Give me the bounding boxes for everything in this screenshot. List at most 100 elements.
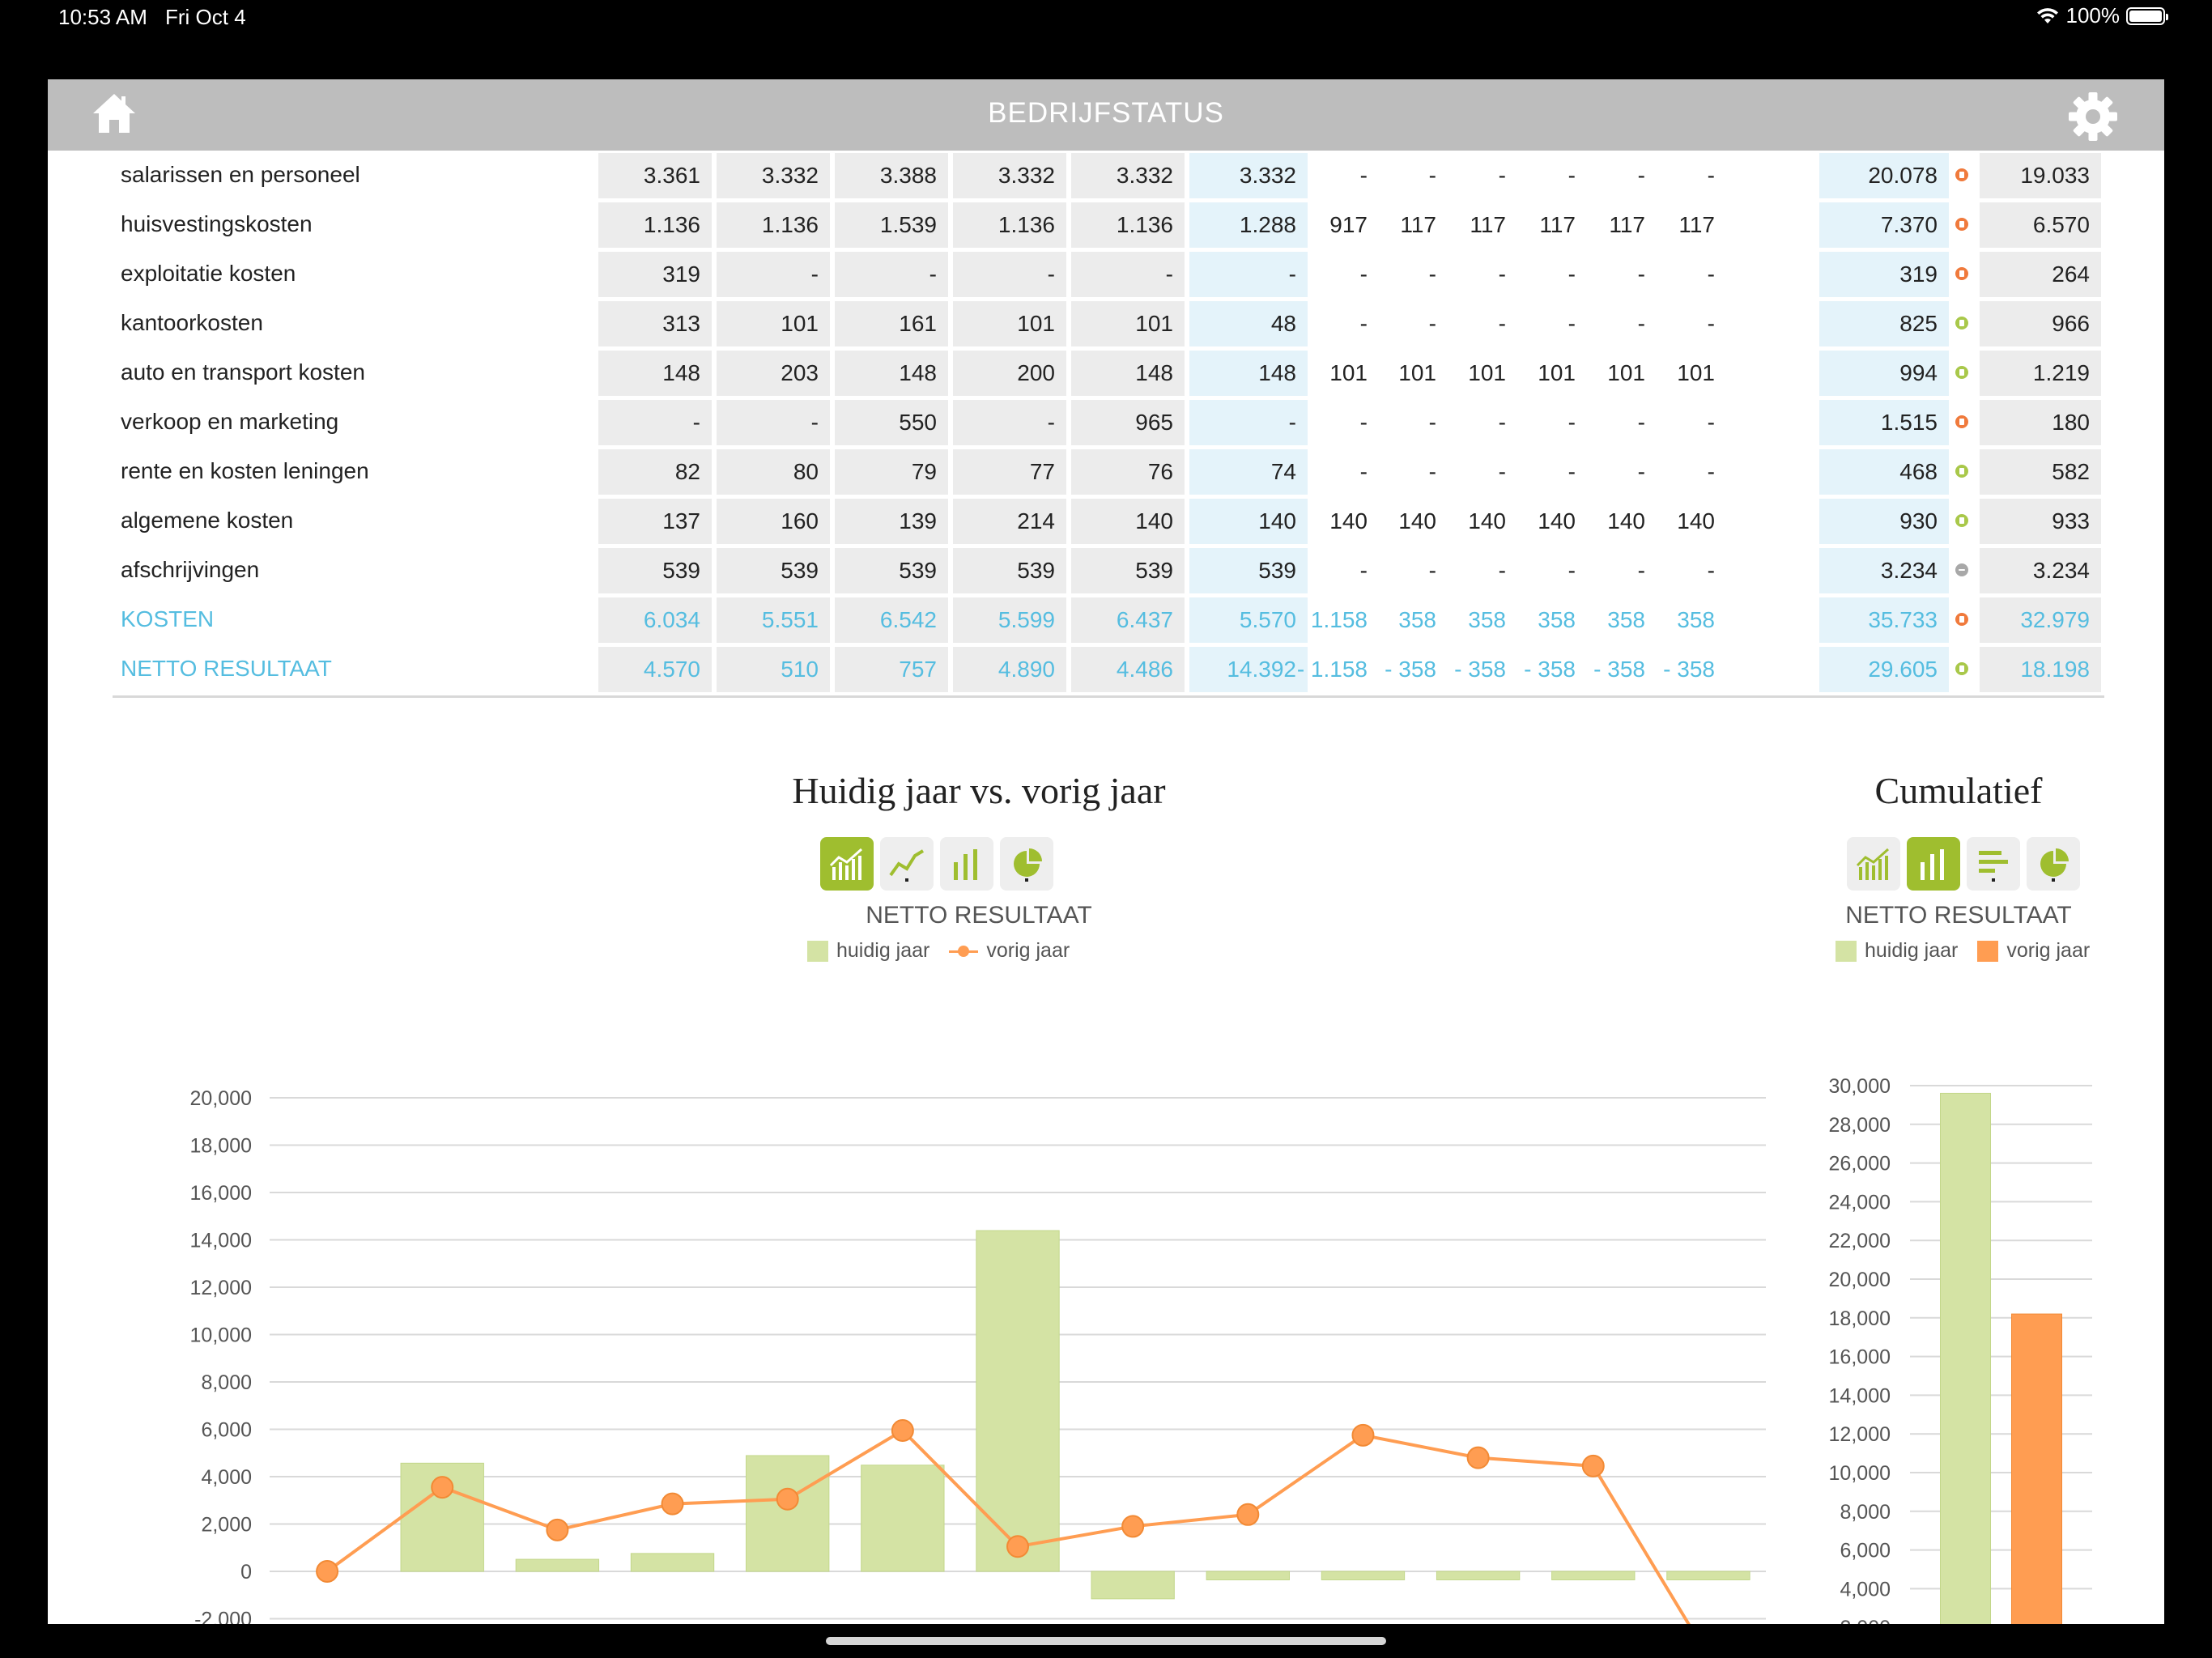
point-vorig-jaar: [1236, 1503, 1260, 1526]
horizontal-bar-button[interactable]: [1967, 837, 2020, 891]
y-tick-label: 20,000: [190, 1087, 252, 1110]
point-vorig-jaar: [1006, 1535, 1029, 1558]
forecast-value-cell: - 358: [1593, 657, 1645, 682]
y-tick-label: 8,000: [1840, 1501, 1891, 1524]
forecast-value-cell: -: [1707, 163, 1715, 188]
trend-down-icon: [1955, 317, 1968, 329]
month-value-cell: 4.890: [953, 647, 1066, 692]
total-value-cell: 319: [1819, 252, 1949, 297]
table-row[interactable]: auto en transport kosten 148 203 148 200 148 1…: [48, 348, 2164, 397]
month-value-cell: 140: [1189, 499, 1308, 544]
forecast-value-cell: -: [1359, 163, 1368, 188]
bar-huidig-jaar: [1666, 1571, 1750, 1580]
bar-huidig-jaar: [1321, 1571, 1406, 1580]
month-value-cell: 76: [1071, 449, 1185, 495]
forecast-value-cell: - 358: [1454, 657, 1506, 682]
table-row[interactable]: rente en kosten leningen 82 80 79 77 76 74 - - - -…: [48, 447, 2164, 496]
total-value-cell: 825: [1819, 301, 1949, 346]
month-value-cell: 101: [953, 301, 1066, 346]
forecast-value-cell: -: [1568, 558, 1576, 583]
table-row[interactable]: NETTO RESULTAAT 4.570 510 757 4.890 4.486 14.3…: [48, 644, 2164, 694]
cumulative-chart-plot: 02,0004,0006,0008,00010,00012,00014,0001…: [1829, 1075, 2092, 1624]
previous-year-value-cell: 933: [1980, 499, 2101, 544]
forecast-value-cell: -: [1637, 459, 1645, 484]
forecast-value-cell: 101: [1677, 360, 1715, 385]
line-chart-icon: [889, 849, 925, 882]
month-value-cell: 3.388: [835, 153, 948, 198]
month-value-cell: 539: [953, 548, 1066, 593]
forecast-value-cell: 117: [1609, 212, 1645, 237]
home-icon[interactable]: [90, 91, 138, 136]
legend-item-current[interactable]: huidig jaar: [1836, 939, 1958, 963]
y-tick-label: 30,000: [1829, 1075, 1891, 1098]
y-tick-label: 16,000: [190, 1182, 252, 1205]
legend-item-previous[interactable]: vorig jaar: [949, 939, 1070, 963]
forecast-value-cell: 140: [1329, 508, 1368, 534]
row-label: rente en kosten leningen: [121, 458, 369, 483]
month-value-cell: 148: [598, 351, 712, 396]
line-chart-button[interactable]: [880, 837, 934, 891]
combo-chart-button[interactable]: [1847, 837, 1900, 891]
table-row[interactable]: huisvestingskosten 1.136 1.136 1.539 1.136 1.…: [48, 200, 2164, 249]
forecast-value-cell: -: [1428, 558, 1436, 583]
row-label: KOSTEN: [121, 606, 215, 631]
table-row[interactable]: afschrijvingen 539 539 539 539 539 539- - - - - -3.…: [48, 546, 2164, 595]
legend-label-previous: vorig jaar: [2006, 939, 2091, 962]
y-tick-label: 12,000: [1829, 1423, 1891, 1446]
forecast-value-cell: -: [1428, 311, 1436, 336]
month-value-cell: 160: [717, 499, 830, 544]
table-row[interactable]: algemene kosten 137 160 139 214 140 140 140 140 1…: [48, 496, 2164, 546]
forecast-value-cell: -: [1498, 558, 1506, 583]
gear-icon[interactable]: [2067, 91, 2119, 142]
legend-swatch-previous: [949, 941, 979, 962]
forecast-value-cell: -: [1707, 459, 1715, 484]
total-value-cell: 994: [1819, 351, 1949, 396]
previous-year-value-cell: 18.198: [1980, 647, 2101, 692]
pie-chart-button[interactable]: [2027, 837, 2080, 891]
row-label: exploitatie kosten: [121, 261, 296, 286]
forecast-value-cell: -: [1359, 261, 1368, 287]
legend-label-current: huidig jaar: [1865, 939, 1959, 962]
legend-item-previous[interactable]: vorig jaar: [1977, 939, 2090, 963]
forecast-value-cell: -: [1498, 459, 1506, 484]
month-value-cell: 539: [717, 548, 830, 593]
forecast-value-cell: 358: [1398, 607, 1436, 632]
y-tick-label: 18,000: [190, 1135, 252, 1158]
month-value-cell: 6.034: [598, 597, 712, 643]
table-row[interactable]: verkoop en marketing - -550-965- - - - - - -1.51…: [48, 397, 2164, 447]
battery-icon: [2126, 6, 2168, 25]
month-value-cell: -: [717, 252, 830, 297]
previous-year-value-cell: 32.979: [1980, 597, 2101, 643]
y-tick-label: 14,000: [190, 1230, 252, 1252]
combo-chart-button[interactable]: [820, 837, 874, 891]
previous-year-value-cell: 1.219: [1980, 351, 2101, 396]
month-value-cell: 4.570: [598, 647, 712, 692]
forecast-value-cell: -: [1637, 311, 1645, 336]
previous-year-value-cell: 582: [1980, 449, 2101, 495]
month-value-cell: 1.136: [953, 202, 1066, 248]
bar-huidig-jaar: [976, 1230, 1060, 1572]
legend-swatch-previous: [1977, 940, 1999, 962]
forecast-value-cell: 117: [1470, 212, 1506, 237]
pie-chart-button[interactable]: [1000, 837, 1053, 891]
total-value-cell: 1.515: [1819, 400, 1949, 445]
month-value-cell: 6.437: [1071, 597, 1185, 643]
trend-down-icon: [1955, 465, 1968, 478]
month-value-cell: 148: [1071, 351, 1185, 396]
table-row[interactable]: kantoorkosten 313 101 161 101 101 48- - - - - -825 9…: [48, 299, 2164, 348]
point-vorig-jaar: [1581, 1454, 1605, 1477]
month-value-cell: 1.136: [1071, 202, 1185, 248]
trend-up-icon: [1955, 415, 1968, 428]
table-row[interactable]: exploitatie kosten 319- - - - - - - - - - -319 264: [48, 249, 2164, 299]
month-value-cell: -: [598, 400, 712, 445]
combo-chart-icon: [829, 848, 862, 880]
table-row[interactable]: KOSTEN 6.034 5.551 6.542 5.599 6.437 5.570 1.15…: [48, 595, 2164, 644]
table-row[interactable]: salarissen en personeel 3.361 3.332 3.388 3.…: [48, 151, 2164, 200]
total-value-cell: 468: [1819, 449, 1949, 495]
forecast-value-cell: -: [1428, 163, 1436, 188]
y-tick-label: 28,000: [1829, 1114, 1891, 1137]
point-vorig-jaar: [1121, 1515, 1145, 1538]
legend-item-current[interactable]: huidig jaar: [807, 939, 929, 963]
bar-chart-button[interactable]: [1907, 837, 1960, 891]
bar-chart-button[interactable]: [940, 837, 993, 891]
